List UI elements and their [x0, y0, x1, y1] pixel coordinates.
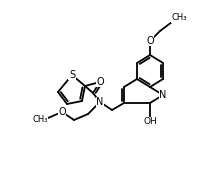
Text: OH: OH: [143, 117, 157, 127]
Text: O: O: [58, 107, 66, 117]
Text: N: N: [159, 90, 167, 100]
Text: N: N: [96, 97, 104, 107]
Text: CH₃: CH₃: [171, 14, 187, 22]
Text: O: O: [96, 77, 104, 87]
Text: S: S: [69, 70, 75, 80]
Text: CH₃: CH₃: [32, 115, 48, 125]
Text: O: O: [146, 36, 154, 46]
